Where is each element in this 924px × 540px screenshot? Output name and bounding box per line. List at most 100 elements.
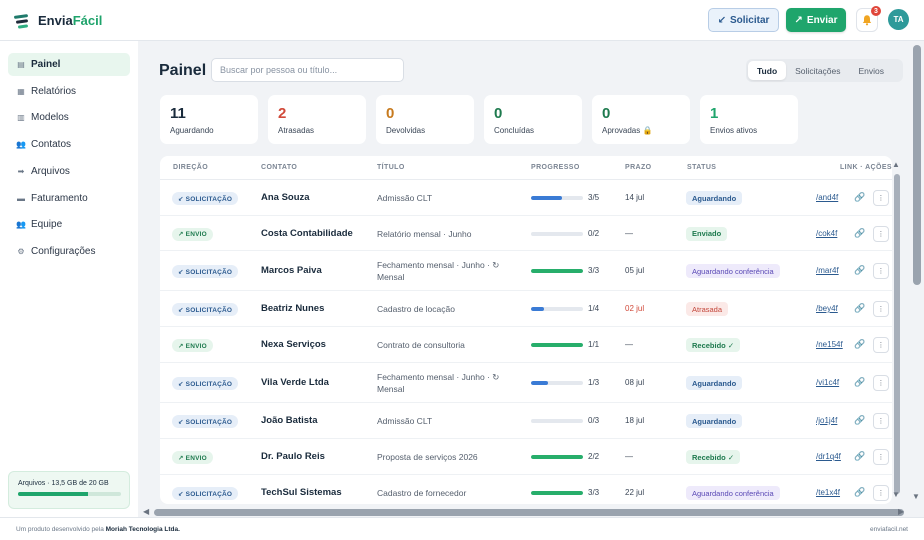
copy-link-icon[interactable]: 🔗 [854,377,866,387]
more-actions-button[interactable]: ⋮ [873,449,889,465]
copy-link-icon[interactable]: 🔗 [854,265,866,275]
table-row[interactable]: ↙ SOLICITAÇÃO Ana Souza Admissão CLT 3/5 14 … [160,180,892,216]
request-title[interactable]: Cadastro de fornecedor [377,488,467,498]
table-row[interactable]: ↙ SOLICITAÇÃO João Batista Admissão CLT 0/3… [160,403,892,439]
team-icon: 👥 [16,220,26,229]
search-input[interactable] [211,58,404,82]
column-header-prazo[interactable]: PRAZO [625,164,652,171]
filter-envios-tab[interactable]: Envios [858,65,885,76]
more-actions-button[interactable]: ⋮ [873,225,889,242]
table-row[interactable]: ↗ ENVIO Nexa Serviços Contrato de consulto… [160,327,892,363]
direction-badge: ↙ SOLICITAÇÃO [172,192,239,205]
column-header-direcao[interactable]: DIREÇÃO [173,164,209,171]
table-row[interactable]: ↙ SOLICITAÇÃO TechSul Sistemas Cadastro de… [160,475,892,504]
contact-name[interactable]: Nexa Serviços [261,339,326,350]
footer-site-link[interactable]: enviafacil.net [870,526,908,533]
contact-name[interactable]: Marcos Paiva [261,265,322,276]
copy-link-icon[interactable]: 🔗 [854,192,866,202]
filter-solicitacoes-tab[interactable]: Solicitações [795,65,841,76]
contact-name[interactable]: TechSul Sistemas [261,487,342,498]
share-link[interactable]: /jo1j4f [816,416,838,425]
table-vertical-scrollbar-thumb[interactable] [894,174,900,494]
share-link[interactable]: /cok4f [816,228,838,238]
copy-link-icon[interactable]: 🔗 [854,339,866,349]
contact-name[interactable]: Beatriz Nunes [261,303,325,314]
table-row[interactable]: ↙ SOLICITAÇÃO Beatriz Nunes Cadastro de lo… [160,291,892,327]
more-actions-button[interactable]: ⋮ [873,301,889,317]
sidebar-item-relatorios[interactable]: ▦ Relatórios [8,80,130,103]
logo[interactable]: EnviaFácil [13,12,102,29]
more-actions-button[interactable]: ⋮ [873,485,889,501]
scroll-left-arrow[interactable]: ◀ [143,507,150,516]
page-scrollbar-thumb[interactable] [913,45,921,285]
table-row[interactable]: ↙ SOLICITAÇÃO Marcos Paiva Fechamento mens… [160,251,892,291]
page-vertical-scrollbar[interactable] [910,41,924,517]
contact-name[interactable]: Vila Verde Ltda [261,377,329,388]
contact-name[interactable]: Costa Contabilidade [261,227,353,239]
more-actions-button[interactable]: ⋮ [873,413,889,429]
stat-card-aguardando[interactable]: 11 Aguardando [160,95,258,144]
copy-link-icon[interactable]: 🔗 [854,451,866,461]
column-header-status[interactable]: STATUS [687,164,717,171]
table-scroll-up-arrow[interactable]: ▲ [892,160,900,169]
request-title[interactable]: Contrato de consultoria [377,340,465,350]
column-header-contato[interactable]: CONTATO [261,164,298,171]
progress-count: 0/3 [588,416,600,425]
copy-link-icon[interactable]: 🔗 [854,415,866,425]
sidebar-item-painel[interactable]: ▤ Painel [8,53,130,76]
more-actions-button[interactable]: ⋮ [873,190,889,206]
user-avatar[interactable]: TA [888,9,909,30]
sidebar-item-equipe[interactable]: 👥 Equipe [8,213,130,236]
share-link[interactable]: /and4f [816,193,839,202]
horizontal-scrollbar-thumb[interactable] [154,509,904,516]
share-link[interactable]: /bey4f [816,304,838,313]
horizontal-scrollbar[interactable] [140,507,910,517]
page-scroll-down-arrow[interactable]: ▼ [912,492,920,501]
table-scroll-down-arrow[interactable]: ▼ [892,490,900,499]
table-row[interactable]: ↙ SOLICITAÇÃO Vila Verde Ltda Fechamento m… [160,363,892,403]
sidebar-item-label: Modelos [31,112,69,123]
stat-card-atrasadas[interactable]: 2 Atrasadas [268,95,366,144]
enviar-button[interactable]: ↗ Enviar [786,8,846,32]
request-title[interactable]: Proposta de serviços 2026 [377,452,478,462]
request-title[interactable]: Fechamento mensal · Junho · ↻ Mensal [377,260,500,282]
copy-link-icon[interactable]: 🔗 [854,303,866,313]
request-title[interactable]: Admissão CLT [377,193,433,203]
stat-card-envios-ativos[interactable]: 1 Envios ativos [700,95,798,144]
contact-name[interactable]: João Batista [261,415,318,426]
share-link[interactable]: /vi1c4f [816,378,840,387]
sidebar-item-faturamento[interactable]: ▬ Faturamento [8,187,130,210]
storage-usage-card[interactable]: Arquivos · 13,5 GB de 20 GB [8,471,130,509]
solicitar-button[interactable]: ↙ Solicitar [708,8,779,32]
sidebar-item-configuracoes[interactable]: ⚙ Configurações [8,240,130,263]
share-link[interactable]: /dr1q4f [816,452,841,461]
sidebar-item-contatos[interactable]: 👥 Contatos [8,133,130,156]
copy-link-icon[interactable]: 🔗 [854,487,866,497]
copy-link-icon[interactable]: 🔗 [854,227,866,238]
more-actions-button[interactable]: ⋮ [873,375,889,391]
share-link[interactable]: /te1x4f [816,488,841,497]
more-actions-button[interactable]: ⋮ [873,263,889,279]
share-link[interactable]: /mar4f [816,266,839,275]
request-title[interactable]: Admissão CLT [377,416,433,426]
more-actions-button[interactable]: ⋮ [873,337,889,353]
stat-card-aprovadas[interactable]: 0 Aprovadas 🔒 [592,95,690,144]
table-row[interactable]: ↗ ENVIO Dr. Paulo Reis Proposta de serviço… [160,439,892,475]
sidebar-item-modelos[interactable]: ▥ Modelos [8,106,130,129]
storage-label: Arquivos · 13,5 GB de 20 GB [18,480,109,487]
sidebar-item-arquivos[interactable]: ➡ Arquivos [8,160,130,183]
request-title[interactable]: Cadastro de locação [377,304,455,314]
stat-value: 0 [494,105,503,122]
request-title[interactable]: Fechamento mensal · Junho · ↻ Mensal [377,372,500,394]
column-header-titulo[interactable]: TÍTULO [377,164,405,171]
column-header-progresso[interactable]: PROGRESSO [531,164,580,171]
scroll-right-arrow[interactable]: ▶ [898,507,905,516]
contact-name[interactable]: Ana Souza [261,192,310,203]
request-title[interactable]: Relatório mensal · Junho [377,228,472,239]
table-row[interactable]: ↗ ENVIO Costa Contabilidade Relatório mens… [160,216,892,251]
share-link[interactable]: /ne154f [816,340,843,349]
contact-name[interactable]: Dr. Paulo Reis [261,451,325,462]
stat-card-devolvidas[interactable]: 0 Devolvidas [376,95,474,144]
stat-card-concluidas[interactable]: 0 Concluídas [484,95,582,144]
filter-tudo-tab[interactable]: Tudo [748,61,787,80]
